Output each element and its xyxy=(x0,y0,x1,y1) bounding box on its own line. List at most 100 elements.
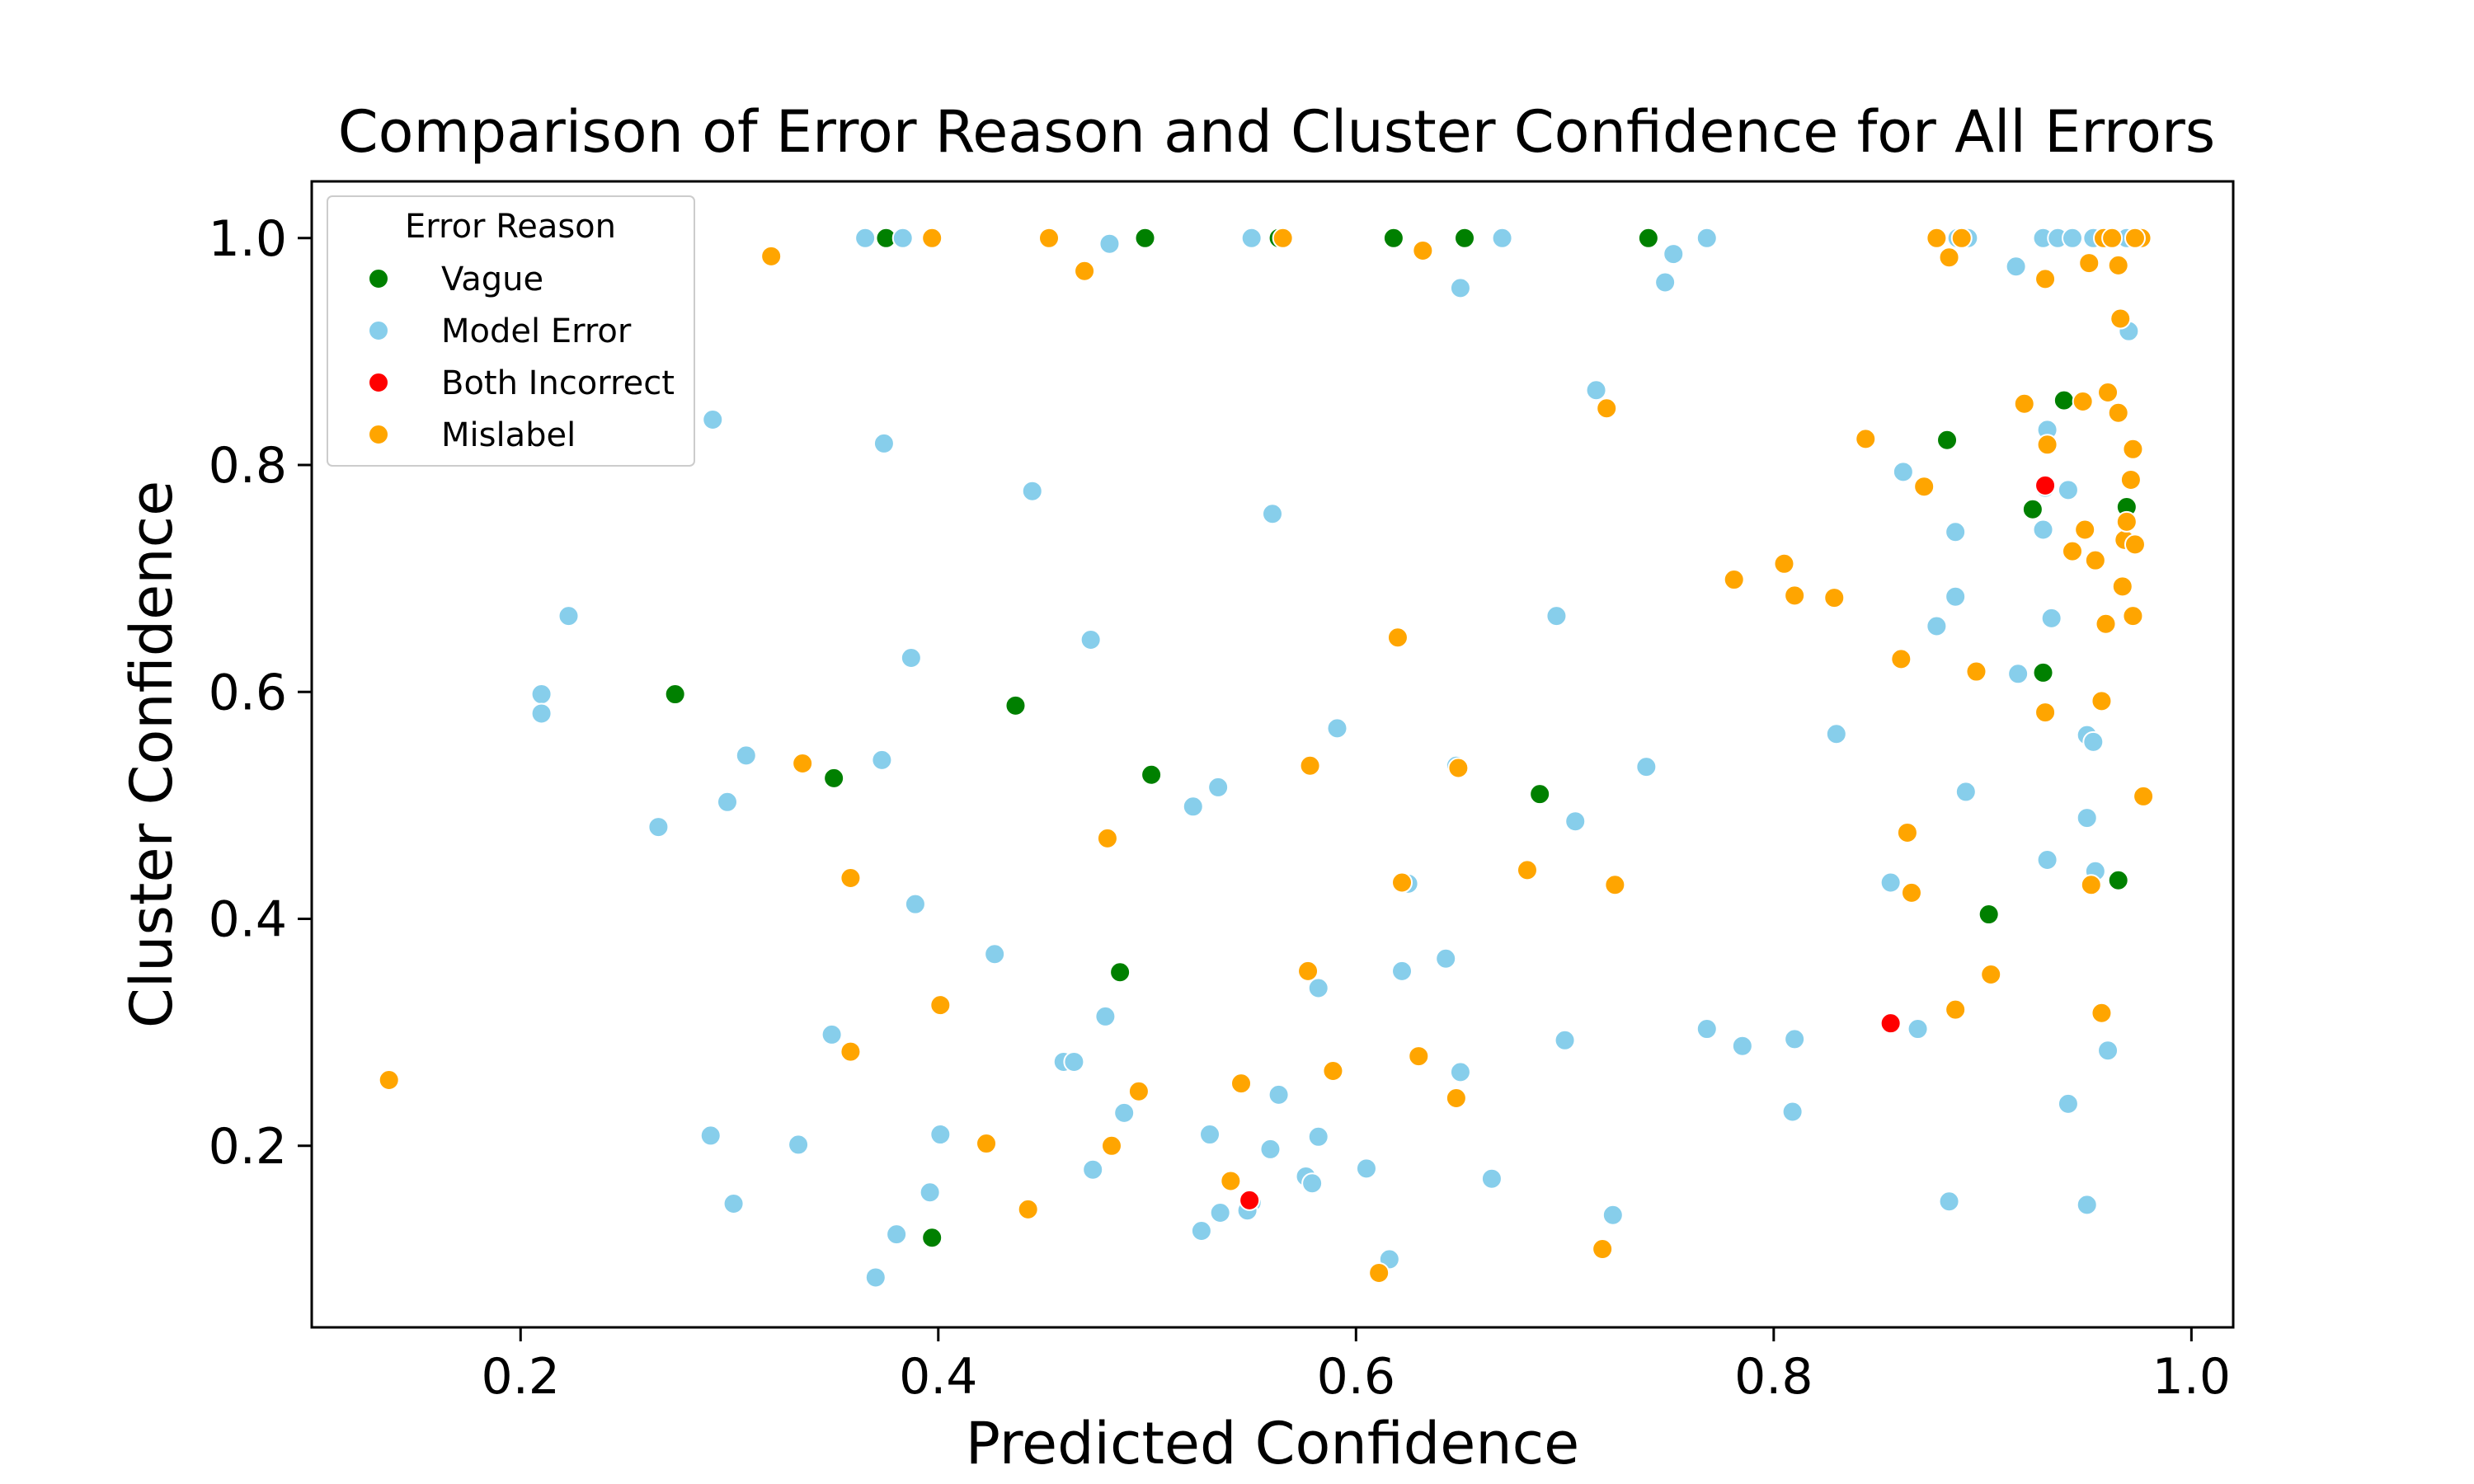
model-error-point xyxy=(1063,1050,1085,1073)
y-tick-label: 0.2 xyxy=(209,1118,287,1176)
model-error-point xyxy=(1391,960,1413,982)
plot-area-frame xyxy=(310,180,2235,1329)
mislabel-point xyxy=(1823,587,1846,609)
vague-point xyxy=(1134,227,1156,249)
mislabel-point xyxy=(1445,1087,1467,1109)
legend-title: Error Reason xyxy=(405,208,616,246)
model-error-point xyxy=(1926,615,1948,637)
model-error-point xyxy=(530,683,553,706)
model-error-point xyxy=(788,1134,810,1156)
mislabel-point xyxy=(2115,510,2138,533)
mislabel-point xyxy=(2036,434,2058,456)
mislabel-point xyxy=(1896,821,1918,843)
mislabel-point xyxy=(1913,476,1935,498)
model-error-point xyxy=(821,1023,843,1045)
model-error-point xyxy=(1082,1158,1104,1181)
data-points xyxy=(378,227,2155,1289)
model-error-point xyxy=(1021,480,1043,502)
model-error-point xyxy=(1207,776,1230,798)
model-error-point xyxy=(1326,717,1348,740)
mislabel-point xyxy=(2107,254,2129,276)
mislabel-point xyxy=(2124,533,2146,556)
model-error-point xyxy=(735,744,757,767)
mislabel-point xyxy=(1784,585,1806,607)
vague-point xyxy=(1637,227,1659,249)
mislabel-point xyxy=(2084,549,2106,571)
mislabel-point xyxy=(760,245,783,267)
legend-box xyxy=(327,195,695,467)
mislabel-point xyxy=(1773,552,1795,575)
mislabel-point xyxy=(1723,569,1745,591)
model-error-point xyxy=(1209,1202,1231,1223)
model-error-point xyxy=(2057,1092,2079,1115)
mislabel-point xyxy=(1299,754,1321,777)
model-error-point xyxy=(1945,585,1967,608)
model-error-point xyxy=(1182,796,1204,818)
model-error-point xyxy=(984,943,1006,965)
mislabel-point xyxy=(2095,613,2117,635)
model-error-point xyxy=(1355,1158,1377,1180)
legend-items: Vague Model Error Both Incorrect Mislabel xyxy=(368,261,675,454)
x-axis-label: Predicted Confidence xyxy=(966,1410,1579,1477)
mislabel-point xyxy=(1368,1261,1390,1284)
model-error-point xyxy=(702,409,724,431)
chart-title: Comparison of Error Reason and Cluster C… xyxy=(338,98,2215,166)
model-error-point xyxy=(1113,1101,1136,1124)
mislabel-point xyxy=(2091,690,2113,712)
model-error-point xyxy=(1307,1125,1329,1148)
mislabel-point xyxy=(1412,239,1434,261)
mislabel-point xyxy=(2091,1002,2113,1024)
mislabel-point xyxy=(1516,859,1538,881)
y-tick-label: 1.0 xyxy=(209,210,287,268)
x-tick-label: 1.0 xyxy=(2152,1348,2231,1406)
mislabel-point xyxy=(1604,874,1626,896)
model-error-point xyxy=(699,1125,722,1147)
model-error-point xyxy=(1663,243,1685,265)
x-tick-label: 0.2 xyxy=(482,1348,560,1406)
both-incorrect-point xyxy=(1239,1189,1261,1211)
vague-point xyxy=(664,683,686,706)
model-error-point xyxy=(1079,629,1102,650)
model-error-point xyxy=(2061,227,2083,249)
model-error-point xyxy=(1564,810,1587,833)
model-error-point xyxy=(1938,1190,1960,1213)
vague-point xyxy=(823,767,845,789)
y-tick-label: 0.6 xyxy=(209,664,287,721)
vague-point xyxy=(1454,227,1475,249)
mislabel-point xyxy=(1272,227,1294,249)
vague-point xyxy=(1382,227,1404,249)
mislabel-point xyxy=(1100,1134,1122,1157)
both-incorrect-point xyxy=(2034,474,2057,496)
mislabel-point xyxy=(1965,660,1987,683)
model-error-point xyxy=(722,1192,745,1214)
model-error-point xyxy=(871,749,893,771)
mislabel-point xyxy=(2107,402,2129,424)
mislabel-point xyxy=(1938,247,1960,269)
model-error-point xyxy=(2040,607,2062,629)
model-error-point xyxy=(1190,1220,1212,1242)
mislabel-point xyxy=(2097,381,2119,403)
mislabel-point xyxy=(1945,998,1967,1021)
model-error-point xyxy=(1654,271,1677,294)
model-error-point xyxy=(716,791,738,813)
model-error-point xyxy=(929,1124,952,1146)
mislabel-point xyxy=(1408,1045,1430,1068)
legend-label-vague: Vague xyxy=(441,261,543,298)
vague-point xyxy=(1004,694,1027,716)
vague-point xyxy=(2107,869,2129,891)
model-error-point xyxy=(1301,1172,1324,1195)
model-error-point xyxy=(1098,232,1121,255)
mislabel-point xyxy=(2101,227,2124,249)
model-error-point xyxy=(1945,521,1967,543)
mislabel-point xyxy=(1386,627,1409,649)
mislabel-point xyxy=(921,227,943,249)
legend-label-mislabel: Mislabel xyxy=(441,416,576,454)
model-error-point xyxy=(2082,730,2105,753)
y-tick-label: 0.8 xyxy=(209,437,287,495)
model-error-point xyxy=(2007,663,2030,685)
model-error-point xyxy=(1879,871,1902,894)
mislabel-point xyxy=(2122,438,2144,460)
mislabel-point xyxy=(2119,468,2142,491)
model-error-point xyxy=(2005,256,2027,278)
